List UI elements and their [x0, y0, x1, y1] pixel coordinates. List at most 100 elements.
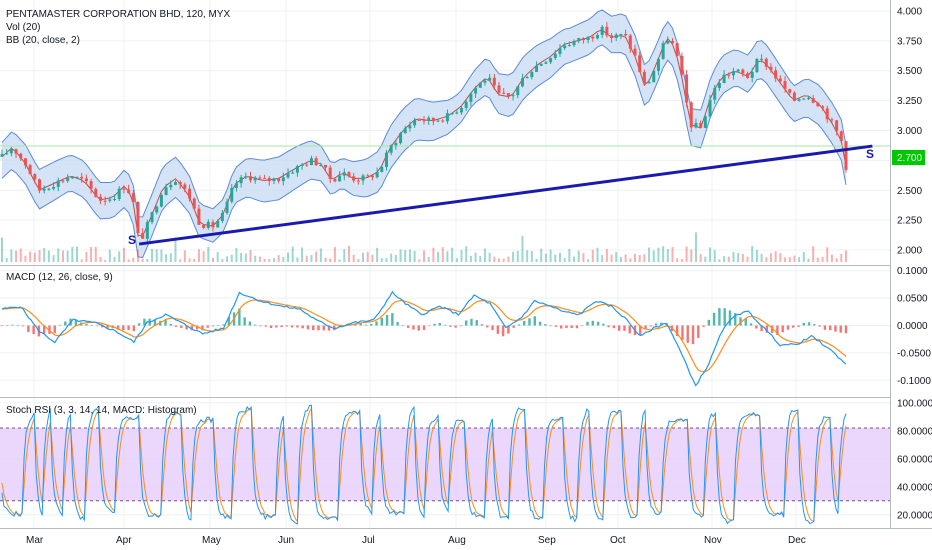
- macd-histogram-bar: [612, 325, 616, 329]
- volume-bar: [577, 250, 580, 262]
- volume-bar: [563, 258, 566, 262]
- candle-body: [239, 177, 243, 184]
- volume-bar: [408, 249, 411, 262]
- candle-body: [291, 172, 295, 174]
- candle-body: [661, 43, 665, 59]
- price-axis-tick-label: 2.500: [897, 186, 922, 197]
- volume-bar: [33, 252, 36, 262]
- volume-bar: [291, 246, 294, 262]
- candle-body: [394, 143, 398, 146]
- candle-body: [666, 40, 670, 44]
- volume-bar: [568, 248, 571, 262]
- volume-bar: [558, 252, 561, 262]
- volume-bar: [5, 257, 8, 262]
- volume-bar: [648, 247, 651, 262]
- candle-body: [384, 152, 388, 167]
- candle-body: [347, 172, 351, 177]
- candle-body: [844, 141, 848, 170]
- macd-histogram-bar: [797, 325, 800, 327]
- volume-bar: [29, 251, 32, 262]
- volume-bar: [230, 254, 233, 262]
- volume-bar: [657, 247, 660, 262]
- candle-body: [197, 208, 201, 225]
- volume-bar: [287, 252, 290, 262]
- volume-bar: [685, 246, 688, 262]
- candle-body: [633, 48, 637, 56]
- stoch-rsi-legend: Stoch RSI (3, 3, 14, 14, MACD: Histogram…: [6, 405, 197, 416]
- macd-histogram-bar: [480, 324, 484, 326]
- volume-bar: [66, 250, 69, 262]
- candle-body: [356, 180, 360, 182]
- macd-histogram-bar: [533, 316, 536, 326]
- volume-bar: [652, 250, 655, 262]
- candle-body: [558, 48, 562, 54]
- macd-histogram-bar: [470, 318, 473, 326]
- candle-body: [244, 176, 248, 178]
- volume-bar: [52, 255, 55, 262]
- volume-bar: [474, 252, 477, 262]
- price-axis-tick-label: 2.000: [897, 246, 922, 257]
- volume-bar: [357, 259, 360, 262]
- volume-bar: [507, 256, 510, 262]
- candle-body: [717, 82, 721, 89]
- candle-body: [192, 198, 196, 209]
- volume-bar: [718, 259, 721, 262]
- price-axis-tick-label: 3.000: [897, 126, 922, 137]
- candle-body: [746, 73, 750, 78]
- candle-body: [113, 199, 117, 201]
- volume-bar: [807, 258, 810, 262]
- volume-bar: [343, 249, 346, 262]
- macd-histogram-bar: [818, 325, 821, 327]
- support-trendline: [138, 144, 873, 246]
- macd-histogram-bar: [391, 313, 394, 326]
- candle-body: [150, 212, 154, 223]
- macd-histogram-bar: [27, 325, 30, 333]
- candle-body: [610, 35, 614, 38]
- macd-histogram-bar: [116, 325, 120, 330]
- candle-body: [169, 184, 173, 188]
- volume-bar: [76, 246, 79, 262]
- macd-histogram-bar: [602, 323, 605, 326]
- macd-histogram-bar: [101, 325, 104, 328]
- macd-histogram-bar: [396, 322, 399, 326]
- candle-body: [572, 41, 576, 46]
- candle-body: [131, 193, 135, 202]
- candle-body: [530, 71, 534, 78]
- volume-bar: [634, 253, 636, 262]
- macd-histogram-bar: [201, 325, 204, 331]
- volume-bar: [132, 257, 135, 262]
- volume-bar: [488, 252, 491, 262]
- volume-bar: [141, 258, 144, 262]
- volume-bar: [699, 254, 702, 262]
- candle-body: [492, 77, 496, 86]
- volume-bar: [272, 258, 275, 262]
- candle-body: [680, 55, 684, 75]
- candle-body: [103, 200, 107, 202]
- candle-body: [52, 186, 56, 189]
- macd-histogram-bar: [676, 325, 679, 337]
- volume-bar: [301, 247, 304, 262]
- volume-bar: [437, 251, 440, 262]
- volume-bar: [258, 256, 261, 262]
- macd-histogram-bar: [106, 325, 109, 330]
- candle-body: [694, 123, 698, 128]
- bollinger-upper-line: [1, 9, 847, 218]
- candle-body: [375, 171, 379, 178]
- candle-body: [0, 154, 4, 157]
- candle-body: [642, 71, 646, 84]
- candle-body: [445, 113, 449, 122]
- candle-body: [108, 199, 112, 201]
- macd-histogram-bar: [290, 325, 294, 328]
- candle-body: [9, 149, 13, 154]
- candle-body: [460, 108, 464, 113]
- volume-bar: [512, 251, 515, 262]
- macd-histogram-bar: [243, 317, 246, 326]
- candle-body: [689, 102, 693, 128]
- candle-body: [783, 81, 787, 90]
- candle-body: [835, 120, 839, 132]
- candle-body: [173, 182, 177, 185]
- candle-body: [122, 188, 126, 190]
- candle-body: [624, 33, 628, 36]
- month-tick-label: Apr: [116, 535, 132, 546]
- volume-bar: [840, 254, 843, 262]
